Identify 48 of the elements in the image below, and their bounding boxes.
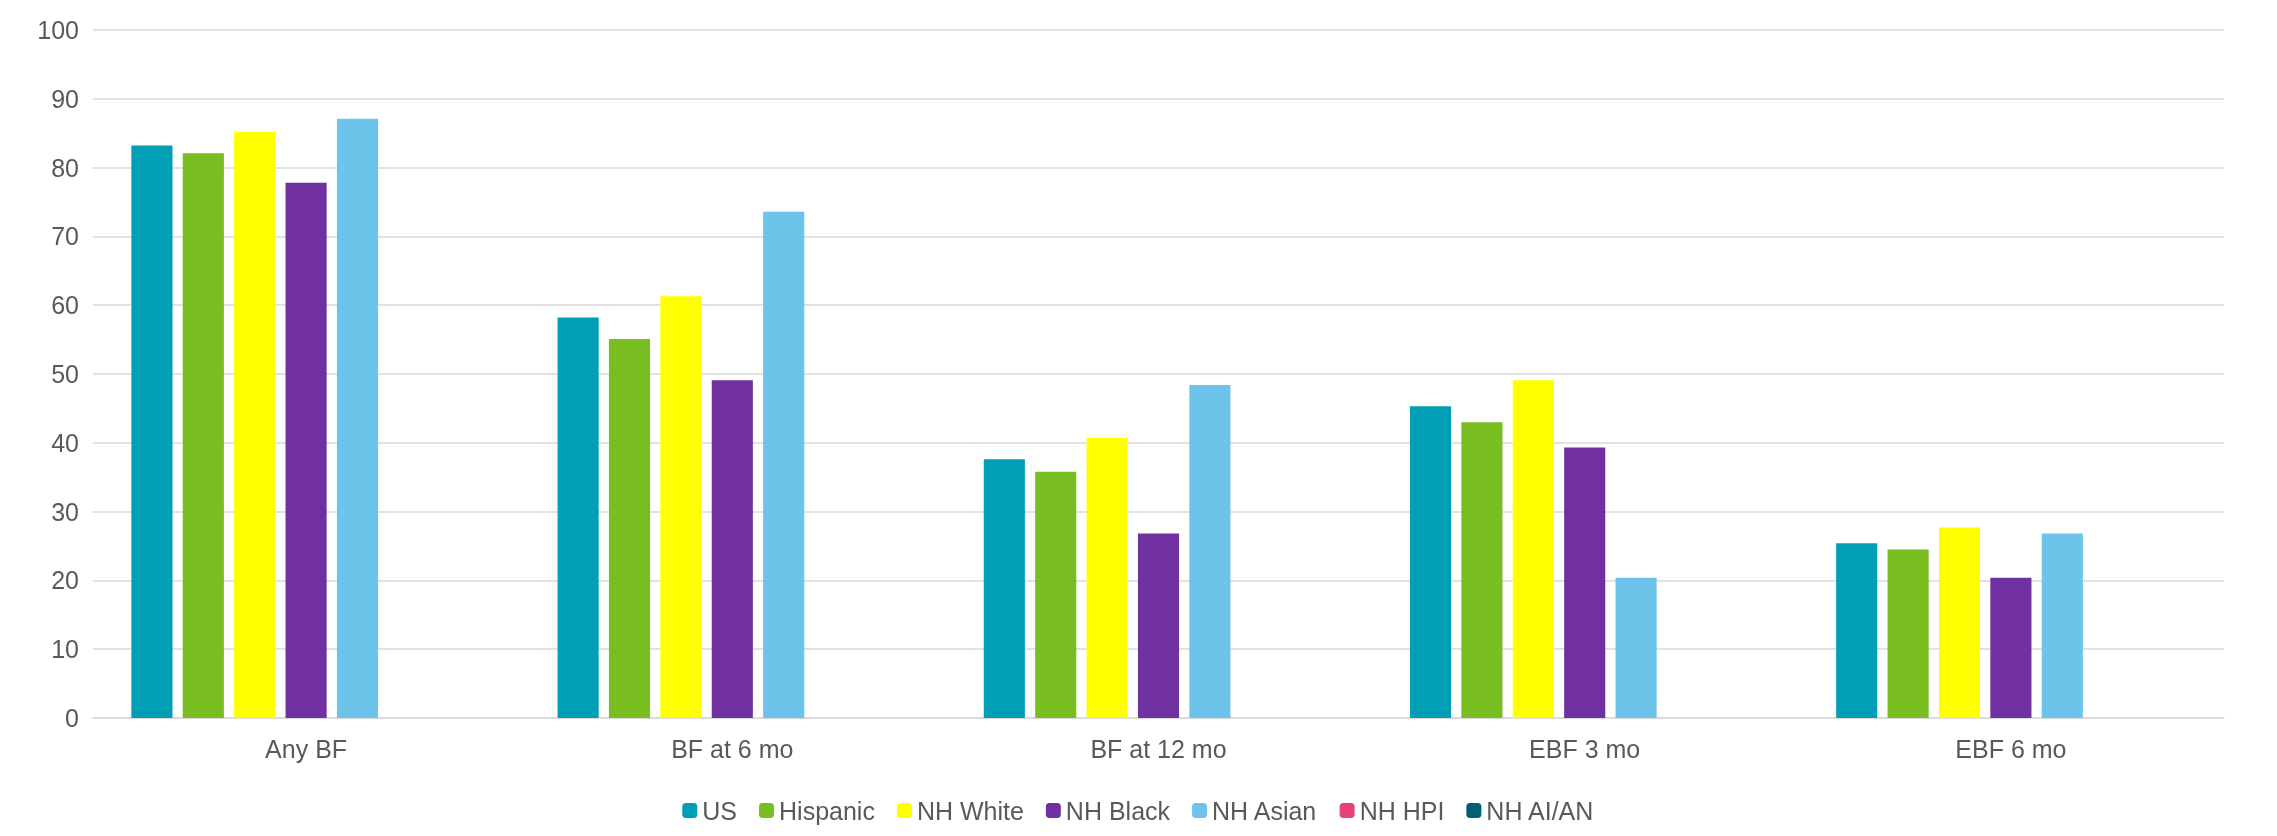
bar [1409, 406, 1452, 718]
legend-label: NH AI/AN [1486, 796, 1594, 825]
bar [2041, 533, 2083, 718]
y-tick-label: 10 [51, 635, 79, 664]
y-tick-label: 30 [51, 497, 79, 526]
y-tick-label: 60 [51, 291, 79, 320]
y-tick-label: 80 [51, 153, 79, 182]
x-tick-label: BF at 6 mo [671, 734, 794, 763]
bar [1189, 385, 1231, 718]
bar [1564, 447, 1606, 718]
bar [1990, 577, 2032, 718]
legend-label: Hispanic [779, 796, 875, 825]
legend-label: NH Black [1065, 796, 1171, 825]
y-tick-label: 50 [51, 360, 79, 388]
x-tick-label: BF at 12 mo [1090, 734, 1227, 763]
bar [1615, 577, 1657, 718]
bar [131, 145, 173, 718]
y-tick-label: 40 [51, 428, 79, 457]
y-tick-label: 100 [37, 16, 79, 44]
bar [182, 153, 224, 718]
x-tick-label: EBF 6 mo [1955, 734, 2067, 763]
legend-label: US [702, 796, 738, 825]
bar [763, 211, 805, 718]
y-tick-label: 20 [51, 566, 79, 595]
bar [711, 380, 753, 718]
bar [285, 182, 327, 718]
x-tick-label: EBF 3 mo [1529, 734, 1641, 763]
x-tick-label: Any BF [265, 734, 348, 763]
bar [983, 459, 1025, 718]
legend-label: NH HPI [1359, 796, 1445, 825]
legend-label: NH White [916, 796, 1024, 825]
legend-label: NH Asian [1212, 796, 1317, 825]
bar [1836, 543, 1878, 718]
bar [1461, 422, 1503, 718]
y-tick-label: 70 [51, 222, 79, 251]
bar [1512, 380, 1554, 718]
bar [1035, 471, 1077, 718]
bar [234, 131, 276, 718]
bar [660, 296, 702, 718]
bar [1086, 437, 1128, 718]
bar [1938, 527, 1981, 718]
y-tick-label: 90 [51, 84, 79, 113]
y-tick-label: 0 [65, 704, 79, 732]
bar [608, 338, 651, 718]
bar [557, 317, 599, 718]
bar [1137, 533, 1180, 718]
bar [1887, 549, 1929, 718]
bar [336, 118, 379, 718]
